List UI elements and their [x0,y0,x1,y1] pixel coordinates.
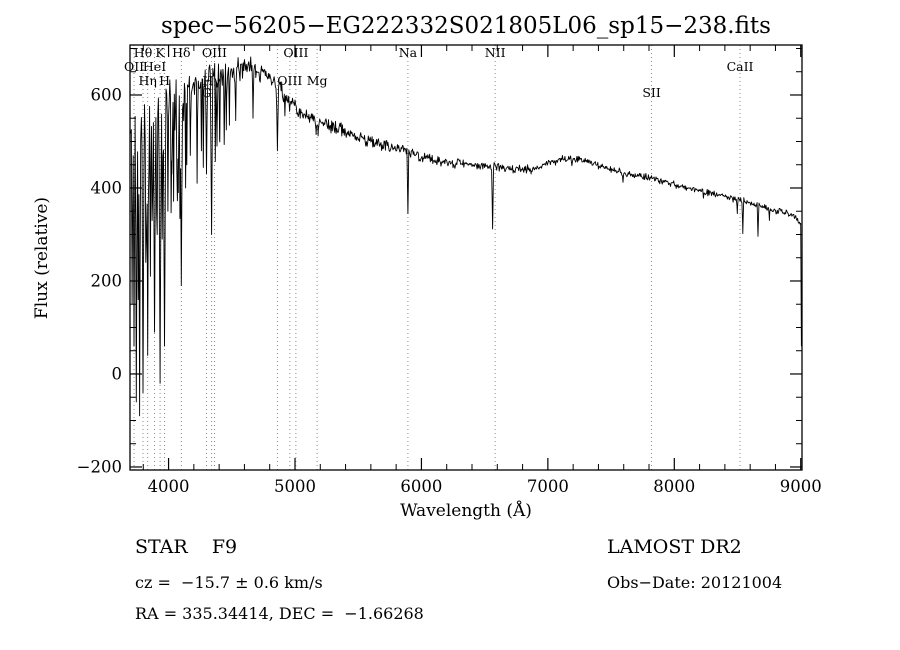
spectral-line-label: Hη [139,73,157,88]
y-tick-label: 200 [91,271,123,290]
y-tick-label: 600 [91,85,123,104]
cz-text: cz = −15.7 ± 0.6 km/s [135,573,323,592]
y-axis-label: Flux (relative) [32,197,52,319]
spectral-line-label: SII [642,85,661,100]
y-tick-label: 0 [112,364,123,383]
coordinates-text: RA = 335.34414, DEC = −1.66268 [135,604,424,623]
spectral-line-label: K [155,45,165,60]
spectral-line-label: Hδ [172,45,190,60]
spectral-line-label: NII [485,45,506,60]
spectral-line-label: HeI [143,59,166,74]
spectral-line-label: OIII [283,45,308,60]
obs-date-text: Obs−Date: 20121004 [607,573,782,592]
y-tick-label: 400 [91,178,123,197]
plot-title: spec−56205−EG222332S021805L06_sp15−238.f… [161,13,771,39]
x-axis-label: Wavelength (Å) [400,500,532,521]
axes-layer [129,44,803,471]
spectral-line-label: OIII [202,45,227,60]
x-tick-label: 7000 [527,477,569,496]
spectral-line-label: H [159,73,170,88]
x-tick-label: 5000 [274,477,316,496]
spectral-line-label: Mg [307,73,328,88]
survey-text: LAMOST DR2 [607,536,742,558]
spectral-line-label: Na [399,45,418,60]
y-tick-label: −200 [77,457,122,476]
plot-frame [129,44,803,471]
spectrum-trace-layer [130,56,802,417]
tick-labels-layer: 4000 5000 6000 7000 8000 9000 −200 0 200 400 600 [77,85,822,496]
x-tick-label: 9000 [780,477,822,496]
spectral-line-label: OII [124,59,144,74]
spectral-line-label: Hθ [134,45,152,60]
spectral-line-label: OIII [277,73,302,88]
classification-text: STAR F9 [135,536,237,558]
x-tick-label: 8000 [653,477,695,496]
x-tick-label: 6000 [400,477,442,496]
spectral-line-label: CaII [727,59,754,74]
spectrum-trace [130,56,802,417]
spectral-line-label: G [201,85,211,100]
x-tick-label: 4000 [148,477,190,496]
